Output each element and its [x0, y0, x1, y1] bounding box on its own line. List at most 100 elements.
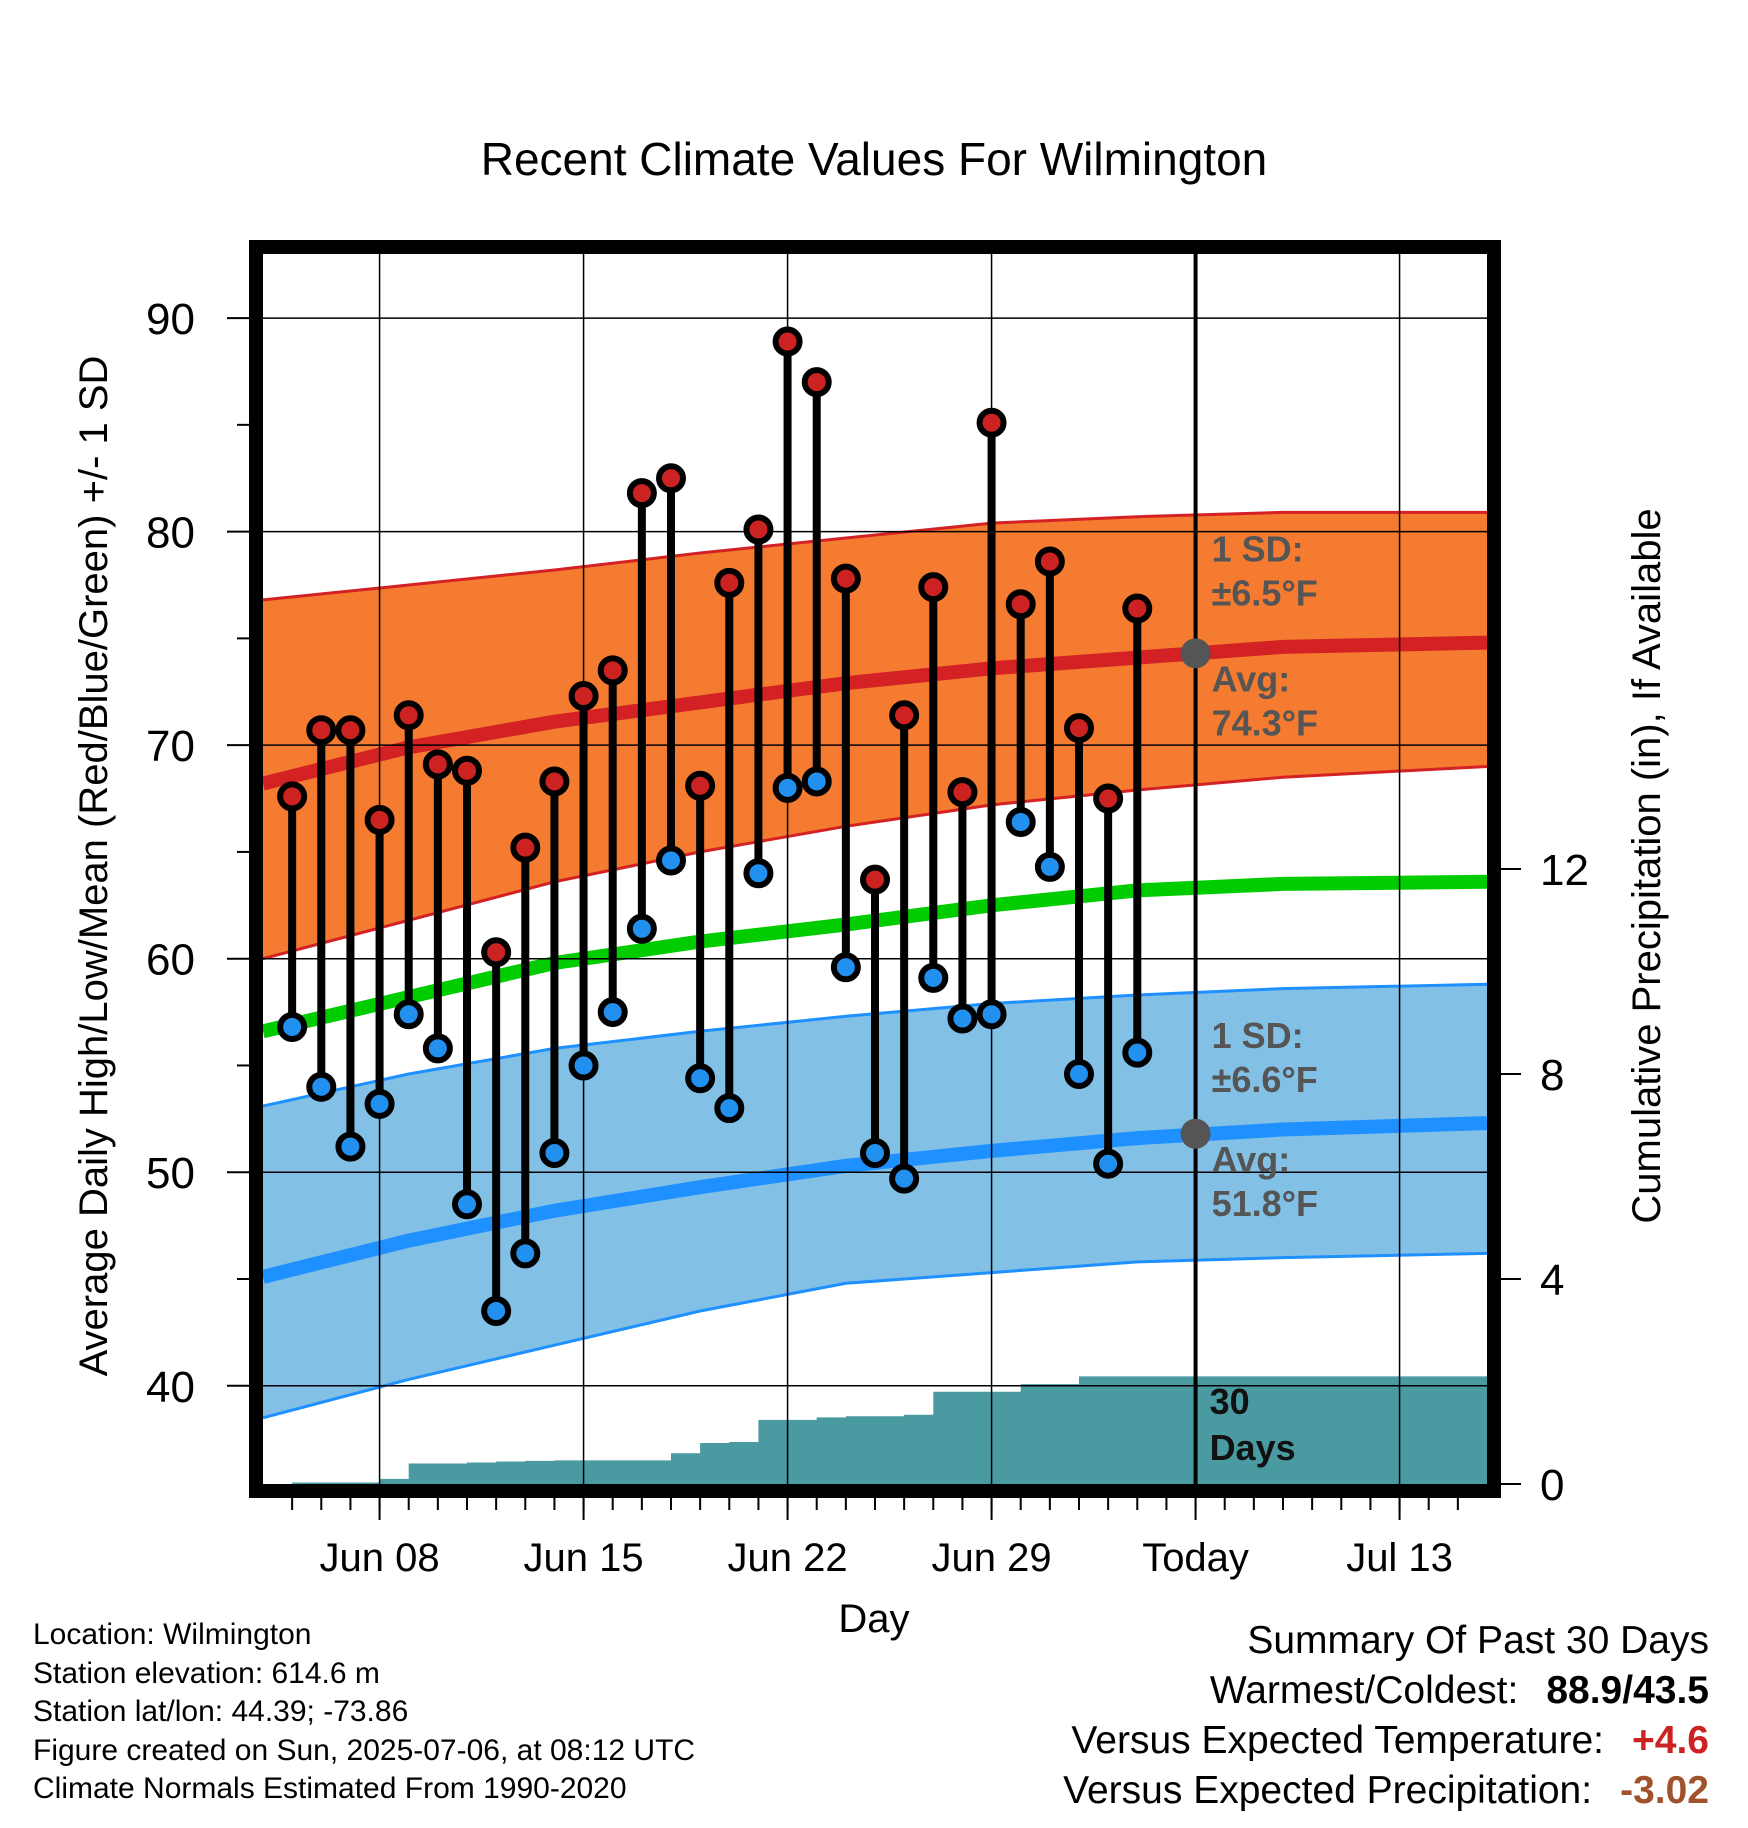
low-upper-sd-line — [263, 982, 1487, 1108]
chart-title: Recent Climate Values For Wilmington — [481, 133, 1268, 185]
daily-low-point — [539, 1138, 570, 1169]
y-tick-label: 90 — [146, 295, 195, 344]
daily-low-point — [889, 1163, 920, 1194]
y-right-tick-label: 0 — [1540, 1461, 1564, 1510]
high-upper-sd-line — [263, 510, 1487, 602]
daily-high-point — [1093, 783, 1124, 814]
summary-panel: Summary Of Past 30 Days Warmest/Coldest:… — [1063, 1616, 1709, 1816]
daily-high-point — [364, 804, 395, 835]
x-axis-title: Day — [838, 1597, 909, 1641]
daily-high-point — [947, 777, 978, 808]
daily-low-point — [306, 1071, 337, 1102]
daily-low-point — [830, 952, 861, 983]
summary-row-precip: Versus Expected Precipitation: -3.02 — [1063, 1766, 1709, 1816]
daily-low-point — [860, 1138, 890, 1169]
x-tick-label: Today — [1142, 1536, 1249, 1580]
daily-high-point — [1122, 593, 1153, 624]
daily-low-point — [393, 999, 424, 1030]
x-tick-label: Jun 08 — [320, 1536, 440, 1580]
daily-high-point — [393, 700, 424, 731]
daily-low-point — [918, 962, 949, 993]
precip-departure-value: -3.02 — [1620, 1769, 1709, 1812]
daily-low-point — [1034, 851, 1065, 882]
daily-high-point — [626, 478, 657, 509]
daily-high-point — [597, 655, 628, 686]
daily-low-point — [1064, 1059, 1094, 1089]
daily-low-point — [656, 845, 686, 876]
low-normal-line — [263, 1116, 1487, 1284]
low-avg-value: 51.8°F — [1212, 1183, 1318, 1224]
y-axis-title: Average Daily High/Low/Mean (Red/Blue/Gr… — [72, 356, 116, 1377]
high-avg-value: 74.3°F — [1212, 702, 1318, 743]
daily-high-point — [510, 832, 541, 863]
normals-text: Climate Normals Estimated From 1990-2020 — [33, 1772, 627, 1805]
daily-high-point — [889, 700, 920, 731]
daily-high-point — [656, 463, 686, 494]
daily-high-point — [1005, 589, 1036, 620]
daily-low-point — [568, 1050, 599, 1081]
daily-high-point — [743, 514, 774, 545]
daily-low-point — [597, 997, 628, 1028]
station-info: Location: Wilmington Station elevation: … — [33, 1616, 695, 1809]
summary-title: Summary Of Past 30 Days — [1247, 1619, 1709, 1662]
temp-departure-label: Versus Expected Temperature: — [1071, 1719, 1604, 1762]
x-tick-label: Jun 29 — [932, 1536, 1052, 1580]
daily-low-point — [364, 1088, 395, 1119]
daily-low-point — [743, 858, 774, 889]
latlon-text: Station lat/lon: 44.39; -73.86 — [33, 1695, 409, 1728]
y-tick-label: 40 — [146, 1363, 195, 1412]
today-high-normal-marker — [1180, 638, 1211, 669]
high-sd-title: 1 SD: — [1212, 528, 1304, 569]
daily-high-point — [772, 326, 803, 357]
location-text: Location: Wilmington — [33, 1618, 312, 1651]
y-tick-label: 70 — [146, 722, 195, 771]
daily-low-point — [685, 1063, 716, 1094]
y-right-tick-label: 8 — [1540, 1051, 1564, 1100]
daily-low-point — [510, 1238, 541, 1269]
y-right-axis-title: Cumulative Precipitation (in), If Availa… — [1625, 508, 1669, 1223]
daily-low-point — [976, 999, 1007, 1030]
daily-low-point — [801, 766, 832, 797]
daily-low-point — [772, 772, 803, 803]
plot-frame — [249, 240, 1501, 1498]
daily-low-point — [947, 1003, 978, 1034]
low-sd-band — [263, 984, 1487, 1418]
daily-high-point — [277, 781, 308, 812]
precip-departure-label: Versus Expected Precipitation: — [1063, 1769, 1593, 1812]
y-tick-label: 50 — [146, 1149, 195, 1198]
low-lower-sd-line — [263, 1251, 1487, 1420]
y-tick-label: 80 — [146, 509, 195, 558]
daily-low-point — [481, 1296, 512, 1327]
daily-high-point — [685, 770, 716, 801]
daily-low-point — [277, 1012, 308, 1043]
daily-high-point — [830, 563, 861, 594]
daily-low-point — [1005, 807, 1036, 838]
daily-high-point — [306, 715, 337, 746]
x-tick-label: Jun 22 — [728, 1536, 848, 1580]
daily-high-point — [860, 864, 890, 895]
daily-high-point — [335, 715, 366, 746]
cumulative-precip-area — [292, 1376, 1487, 1484]
daily-high-point — [539, 766, 570, 797]
daily-low-point — [1122, 1037, 1153, 1068]
daily-high-point — [801, 367, 832, 398]
summary-row-extremes: Warmest/Coldest: 88.9/43.5 — [1063, 1666, 1709, 1716]
daily-high-point — [452, 755, 482, 786]
daily-high-point — [1034, 546, 1065, 577]
high-sd-band — [263, 512, 1487, 959]
x-tick-label: Jun 15 — [524, 1536, 644, 1580]
daily-high-point — [918, 572, 949, 603]
precip-window-unit: Days — [1210, 1427, 1296, 1468]
daily-high-point — [714, 567, 745, 598]
low-sd-title: 1 SD: — [1212, 1015, 1304, 1056]
daily-low-point — [335, 1131, 366, 1162]
daily-high-point — [568, 681, 599, 712]
daily-high-point — [422, 749, 453, 780]
low-avg-title: Avg: — [1212, 1139, 1291, 1180]
high-sd-value: ±6.5°F — [1212, 572, 1318, 613]
low-sd-value: ±6.6°F — [1212, 1059, 1318, 1100]
daily-low-point — [626, 913, 657, 944]
daily-low-point — [1093, 1148, 1124, 1179]
daily-low-point — [714, 1093, 745, 1124]
